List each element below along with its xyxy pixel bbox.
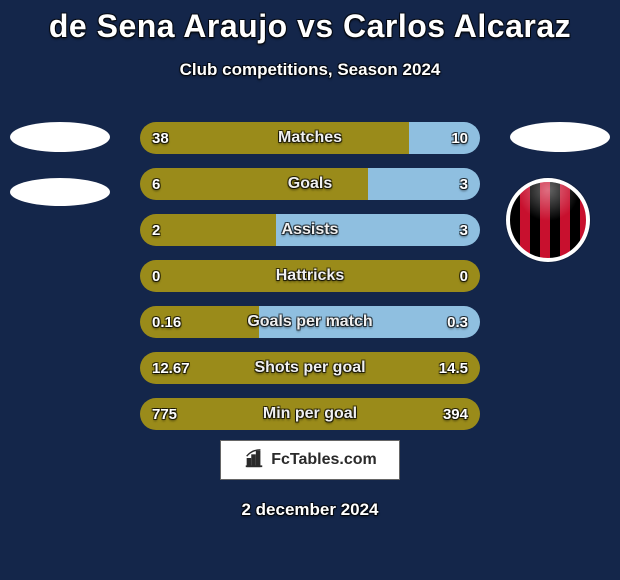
stat-row: 63Goals: [140, 168, 480, 200]
bar-chart-icon: [243, 447, 265, 474]
club-badge-flamengo: [506, 178, 590, 262]
stat-row: 3810Matches: [140, 122, 480, 154]
comparison-rows: 3810Matches 63Goals 23Assists 00Hattricks 0.…: [140, 122, 480, 430]
stat-label: Goals: [140, 168, 480, 200]
stat-label: Matches: [140, 122, 480, 154]
stat-row: 00Hattricks: [140, 260, 480, 292]
stat-label: Shots per goal: [140, 352, 480, 384]
fctables-logo-text: FcTables.com: [271, 451, 377, 469]
page-title: de Sena Araujo vs Carlos Alcaraz: [0, 8, 620, 45]
stat-row: 23Assists: [140, 214, 480, 246]
left-ellipse-1: [10, 122, 110, 152]
stat-row: 0.160.3Goals per match: [140, 306, 480, 338]
page-date: 2 december 2024: [0, 500, 620, 520]
fctables-logo: FcTables.com: [220, 440, 400, 480]
stat-label: Assists: [140, 214, 480, 246]
stat-label: Hattricks: [140, 260, 480, 292]
right-ellipse-1: [510, 122, 610, 152]
stat-label: Goals per match: [140, 306, 480, 338]
stat-row: 775394Min per goal: [140, 398, 480, 430]
stat-row: 12.6714.5Shots per goal: [140, 352, 480, 384]
page-subtitle: Club competitions, Season 2024: [0, 60, 620, 80]
stat-label: Min per goal: [140, 398, 480, 430]
left-ellipse-2: [10, 178, 110, 206]
